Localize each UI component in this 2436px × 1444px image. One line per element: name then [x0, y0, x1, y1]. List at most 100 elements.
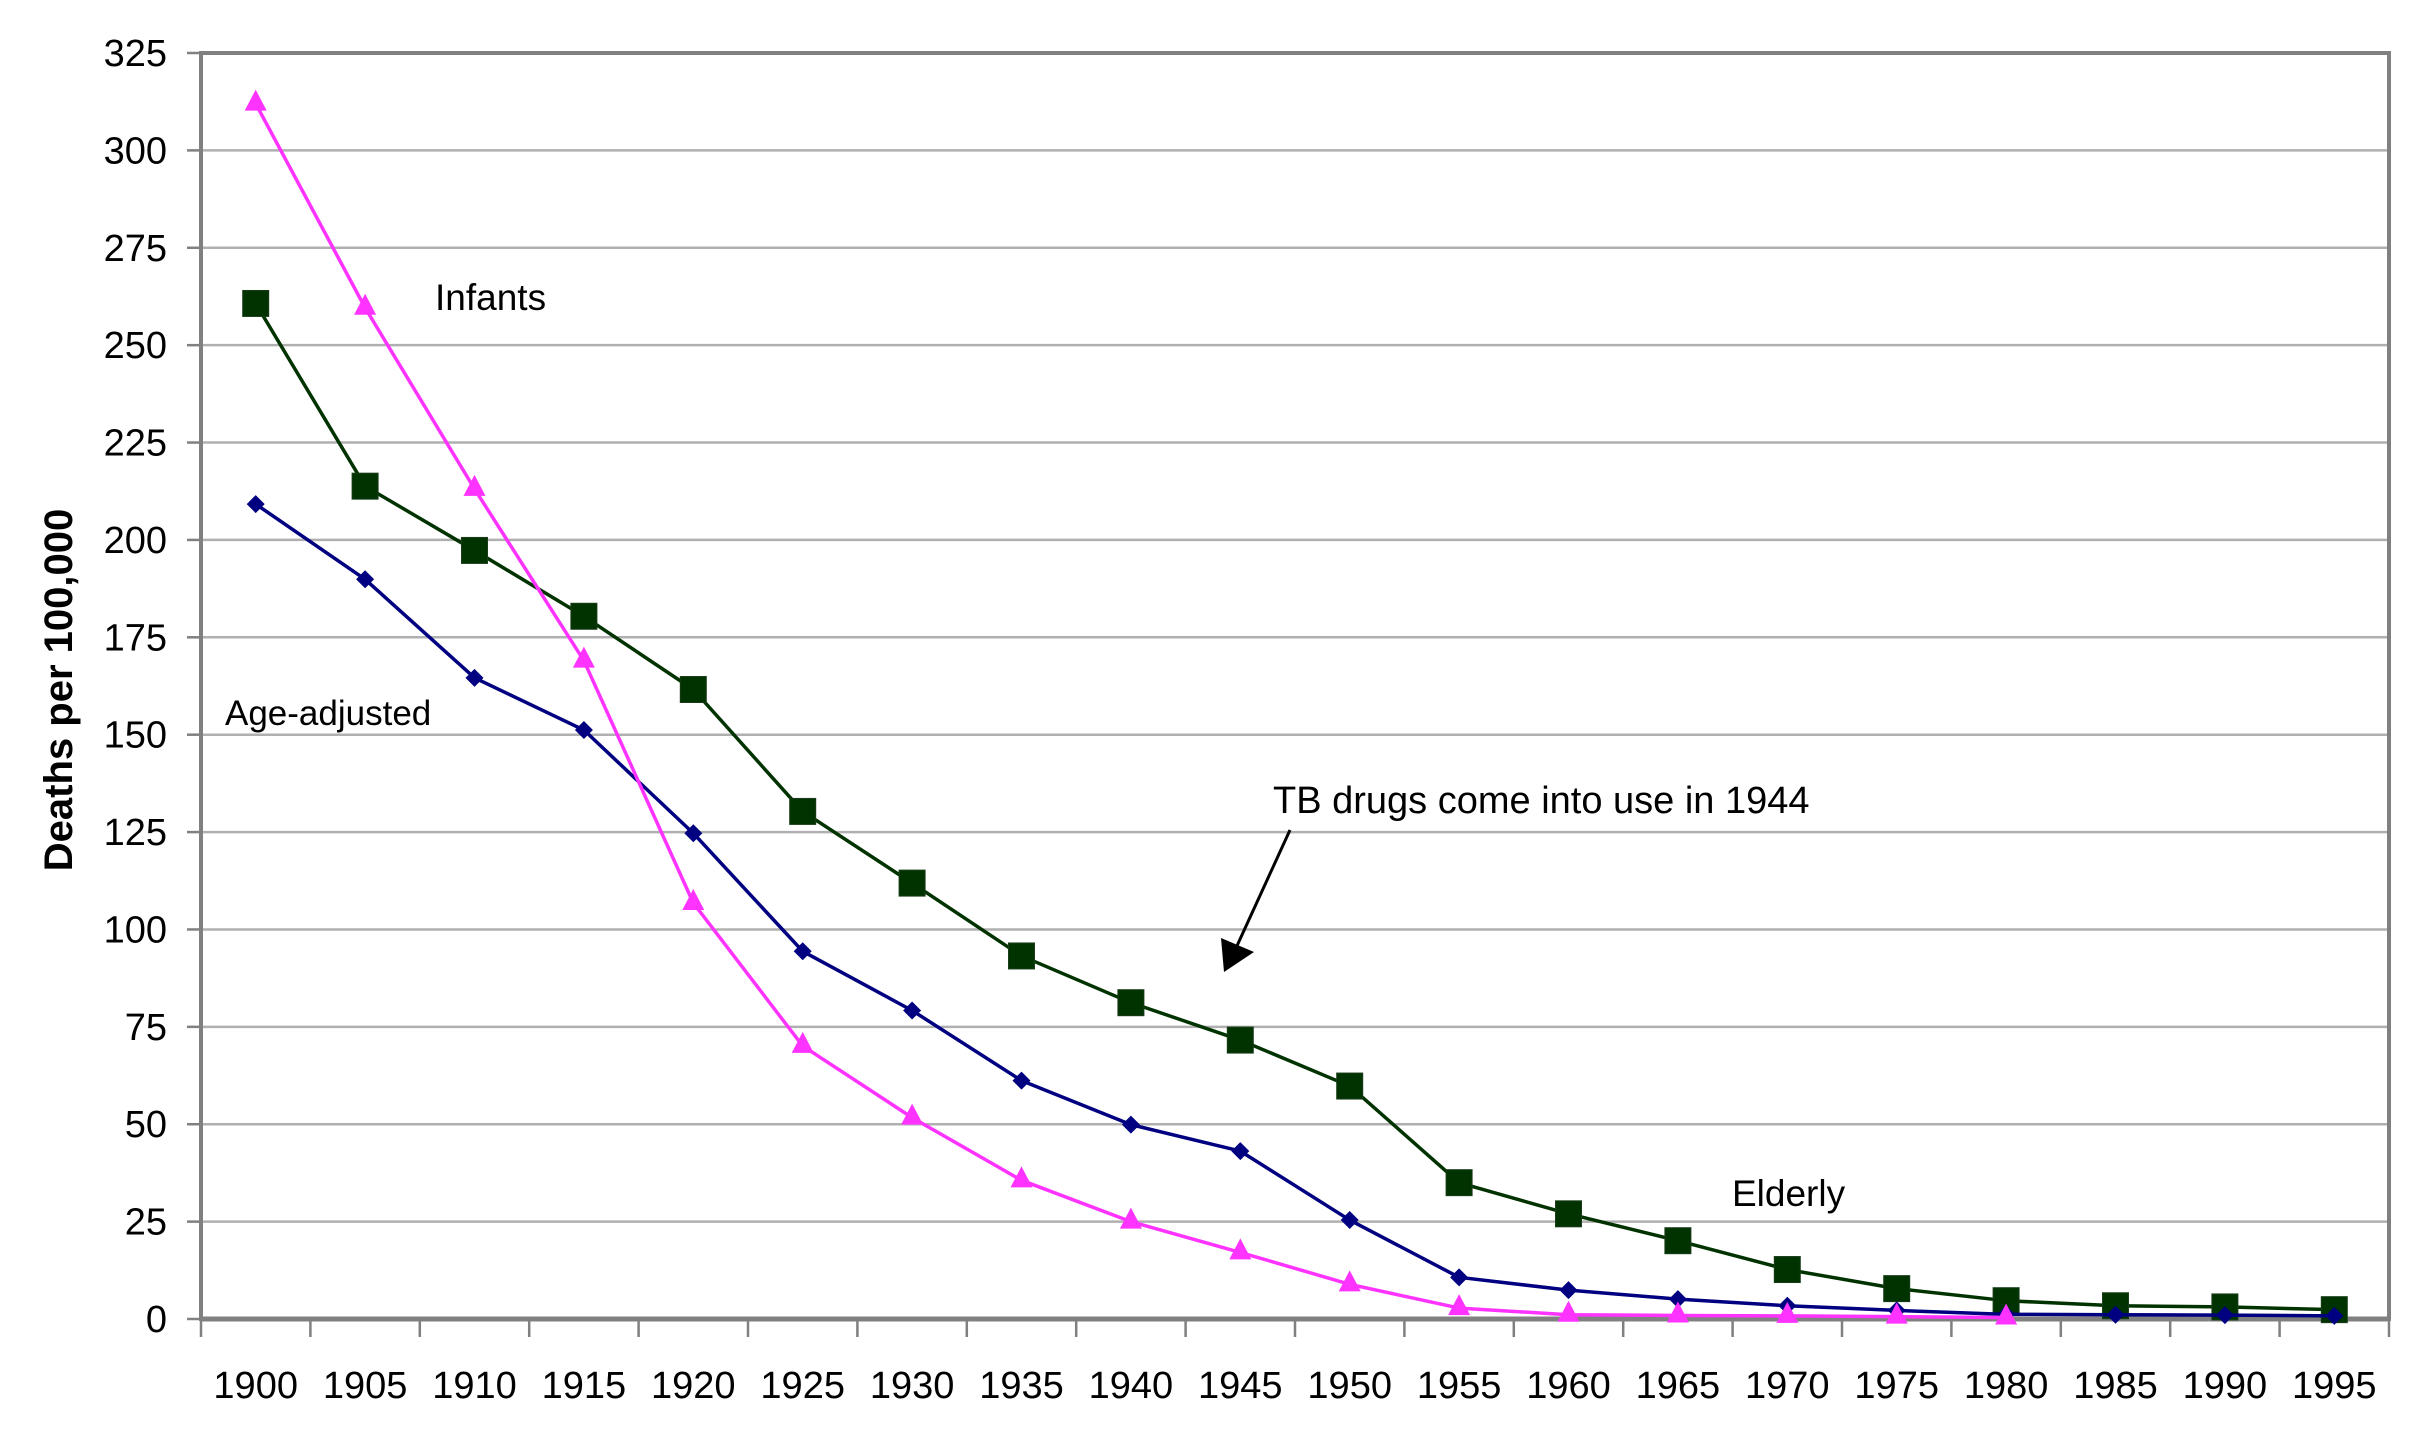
data-point-infants	[682, 888, 705, 910]
data-point-elderly	[679, 676, 707, 704]
data-point-infants	[1776, 1301, 1799, 1323]
data-point-age-adjusted	[1559, 1281, 1578, 1300]
data-point-infants	[1119, 1207, 1142, 1229]
y-tick-label: 200	[104, 520, 167, 562]
y-tick-label: 125	[104, 812, 167, 854]
y-tick-label: 75	[125, 1007, 167, 1049]
y-tick-label: 225	[104, 423, 167, 465]
x-tick-label: 1905	[323, 1365, 408, 1407]
y-axis-tick-labels: 0 25 50 75 100 125 150 175 200 225 250 275 300 325	[104, 33, 167, 1341]
y-tick-label: 25	[125, 1202, 167, 1244]
y-tick-label: 175	[104, 617, 167, 659]
y-tick-label: 50	[125, 1104, 167, 1146]
data-point-elderly	[789, 797, 817, 825]
series-label-infants: Infants	[435, 277, 546, 318]
data-point-age-adjusted	[1012, 1071, 1031, 1090]
data-point-age-adjusted	[2325, 1306, 2344, 1325]
data-point-elderly	[1773, 1256, 1801, 1284]
axes	[187, 51, 2391, 1337]
series-line-elderly	[254, 302, 2335, 1312]
data-point-infants	[1995, 1303, 2018, 1325]
y-tick-label: 300	[104, 130, 167, 172]
data-point-age-adjusted	[684, 824, 703, 843]
data-point-infants	[1448, 1294, 1471, 1316]
x-tick-label: 1925	[760, 1365, 845, 1407]
data-point-infants	[354, 293, 377, 315]
x-tick-label: 1940	[1089, 1365, 1174, 1407]
y-tick-label: 325	[104, 33, 167, 75]
data-point-age-adjusted	[793, 942, 812, 961]
x-tick-label: 1990	[2183, 1365, 2268, 1407]
x-tick-label: 1955	[1417, 1365, 1502, 1407]
data-point-infants	[1666, 1301, 1689, 1323]
series-group	[242, 89, 2348, 1325]
data-point-age-adjusted	[574, 721, 593, 740]
data-point-infants	[572, 646, 595, 668]
gridlines	[201, 149, 2389, 1223]
data-point-age-adjusted	[1231, 1142, 1250, 1161]
x-tick-label: 1980	[1964, 1365, 2049, 1407]
data-point-infants	[463, 474, 486, 496]
data-point-elderly	[351, 472, 379, 500]
data-point-age-adjusted	[1450, 1268, 1469, 1287]
data-point-age-adjusted	[465, 668, 484, 687]
x-tick-label: 1935	[979, 1365, 1064, 1407]
y-tick-label: 275	[104, 228, 167, 270]
data-point-infants	[244, 89, 267, 111]
data-point-infants	[901, 1103, 924, 1125]
x-axis-tick-labels: 1900 1905 1910 1915 1920 1925 1930 1935 1940 1945…	[213, 1365, 2376, 1407]
x-tick-label: 1960	[1526, 1365, 1611, 1407]
x-tick-label: 1995	[2292, 1365, 2377, 1407]
data-point-infants	[1010, 1166, 1033, 1188]
x-tick-label: 1970	[1745, 1365, 1830, 1407]
data-point-age-adjusted	[2106, 1305, 2125, 1324]
data-point-age-adjusted	[356, 570, 375, 589]
x-tick-label: 1930	[870, 1365, 955, 1407]
y-tick-label: 150	[104, 715, 167, 757]
series-line-age-adjusted	[254, 502, 2335, 1318]
annotation-arrow-line	[1234, 829, 1292, 949]
data-point-age-adjusted	[903, 1001, 922, 1020]
data-point-infants	[1885, 1302, 1908, 1324]
data-point-elderly	[1008, 942, 1035, 970]
series-label-elderly: Elderly	[1732, 1173, 1846, 1214]
data-point-elderly	[1883, 1275, 1911, 1303]
data-point-age-adjusted	[2215, 1306, 2234, 1325]
x-tick-label: 1950	[1307, 1365, 1392, 1407]
plot-area-border	[199, 51, 2391, 1321]
data-point-elderly	[898, 869, 926, 897]
x-tick-label: 1965	[1636, 1365, 1721, 1407]
y-tick-label: 100	[104, 909, 167, 951]
data-point-elderly	[1445, 1169, 1473, 1197]
series-infants	[244, 89, 2018, 1325]
x-tick-label: 1915	[542, 1365, 627, 1407]
x-tick-label: 1900	[213, 1365, 298, 1407]
data-point-elderly	[1117, 989, 1145, 1017]
data-point-elderly	[1336, 1072, 1364, 1100]
series-label-age-adjusted: Age-adjusted	[225, 694, 431, 733]
y-tick-label: 0	[146, 1299, 167, 1341]
y-tick-label: 250	[104, 325, 167, 367]
data-point-infants	[1338, 1270, 1361, 1292]
data-point-infants	[1229, 1238, 1252, 1260]
x-tick-label: 1945	[1198, 1365, 1283, 1407]
data-point-elderly	[1555, 1200, 1582, 1228]
annotation-text: TB drugs come into use in 1944	[1273, 780, 1810, 822]
data-point-infants	[1557, 1300, 1580, 1322]
data-point-age-adjusted	[1340, 1211, 1359, 1230]
data-point-age-adjusted	[246, 495, 265, 514]
x-tick-label: 1975	[1854, 1365, 1939, 1407]
data-point-elderly	[1226, 1026, 1254, 1054]
data-point-infants	[791, 1031, 814, 1053]
x-tick-label: 1910	[432, 1365, 517, 1407]
data-point-age-adjusted	[1668, 1290, 1687, 1309]
annotation-arrow-head	[1221, 938, 1254, 972]
series-age-adjusted	[246, 495, 2344, 1325]
x-tick-label: 1985	[2073, 1365, 2158, 1407]
data-point-elderly	[242, 289, 270, 317]
x-tick-label: 1920	[651, 1365, 736, 1407]
y-axis-title: Deaths per 100,000	[37, 509, 81, 871]
data-point-elderly	[1664, 1227, 1692, 1255]
data-point-elderly	[461, 536, 488, 564]
annotation-tb-drugs: TB drugs come into use in 1944	[1221, 780, 1810, 972]
